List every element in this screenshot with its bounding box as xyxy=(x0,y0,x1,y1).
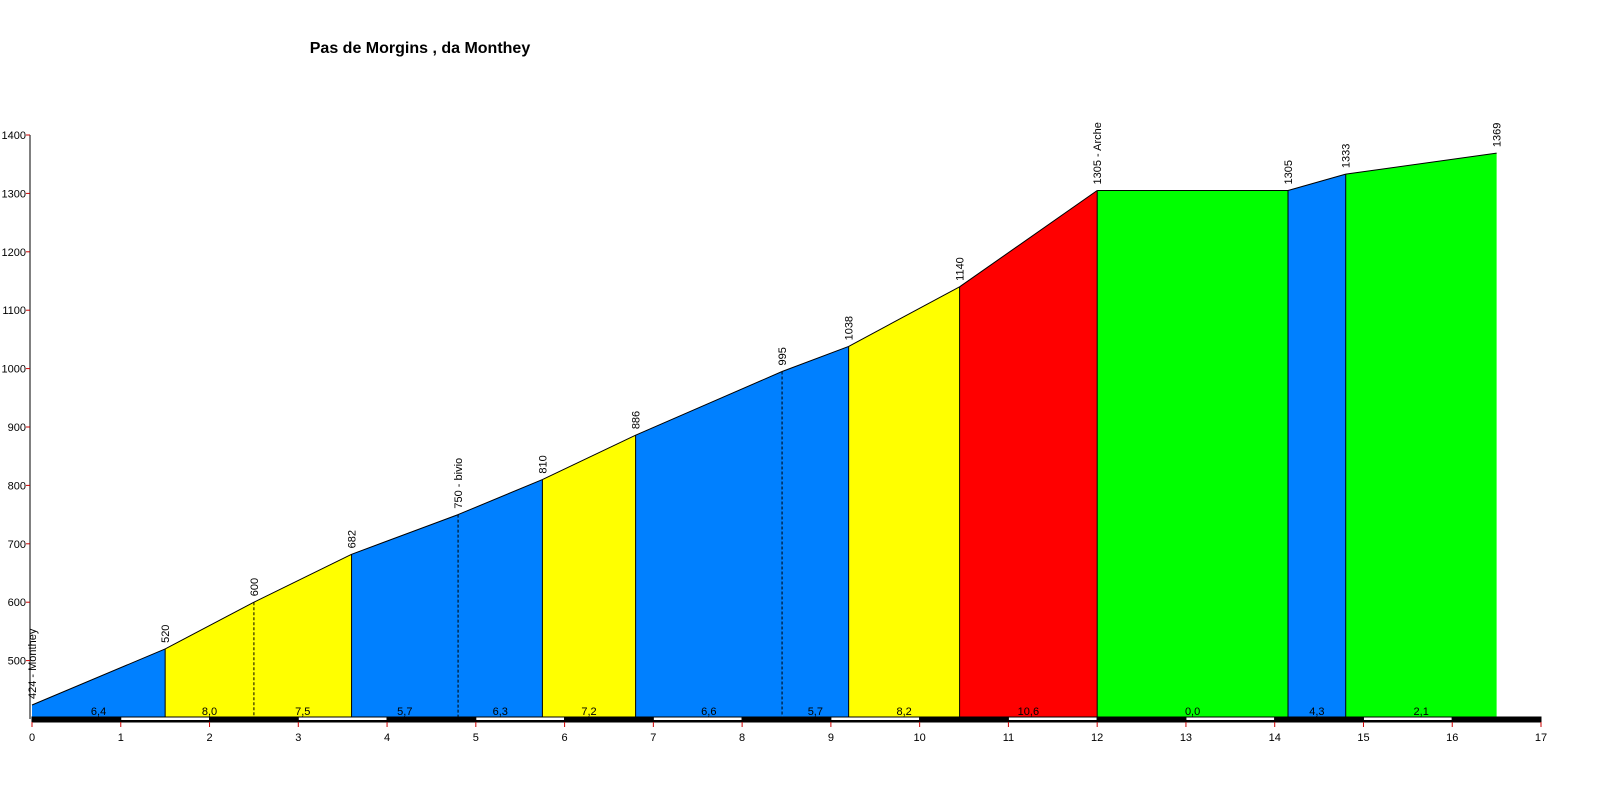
x-tick-label: 0 xyxy=(29,732,35,744)
x-tick-label: 11 xyxy=(1003,732,1014,744)
gradient-label: 6,3 xyxy=(493,706,508,718)
profile-edge xyxy=(351,514,459,555)
x-tick-label: 1 xyxy=(118,732,124,744)
gradient-label: 10,6 xyxy=(1018,706,1039,718)
segment-area xyxy=(351,514,459,719)
profile-edge xyxy=(457,479,543,516)
x-tick-label: 4 xyxy=(384,732,390,744)
elevation-label: 810 xyxy=(537,455,549,473)
elevation-label: 750 - bivio xyxy=(453,458,465,509)
segment-area xyxy=(1345,153,1497,719)
elevation-label: 1305 xyxy=(1283,160,1295,184)
segment-area xyxy=(635,371,783,719)
gradient-label: 0,0 xyxy=(1185,706,1200,718)
x-tick-label: 9 xyxy=(828,732,834,744)
x-tick-label: 8 xyxy=(739,732,745,744)
segment-area xyxy=(542,435,636,719)
elevation-label: 1038 xyxy=(844,316,856,340)
profile-edge xyxy=(542,434,636,481)
elevation-label: 1369 xyxy=(1492,123,1504,147)
y-tick-label: 600 xyxy=(8,597,26,609)
x-tick-label: 7 xyxy=(650,732,656,744)
x-tick-label: 2 xyxy=(206,732,212,744)
elevation-label: 424 - Monthey xyxy=(27,628,39,699)
y-tick-label: 500 xyxy=(8,656,26,668)
gradient-label: 7,2 xyxy=(581,706,596,718)
elevation-label: 682 xyxy=(347,530,359,548)
y-tick-label: 1400 xyxy=(2,130,26,142)
elevation-label: 1333 xyxy=(1341,144,1353,168)
y-tick-label: 800 xyxy=(8,480,26,492)
profile-edge xyxy=(781,345,849,372)
segment-area xyxy=(165,602,254,719)
x-tick-label: 13 xyxy=(1180,732,1192,744)
segment-area xyxy=(253,554,352,719)
gradient-label: 2,1 xyxy=(1414,706,1429,718)
gradient-label: 8,2 xyxy=(896,706,911,718)
y-tick-label: 1000 xyxy=(2,364,26,376)
segment-area xyxy=(1288,174,1346,720)
y-tick-label: 700 xyxy=(8,539,26,551)
elevation-label: 995 xyxy=(777,347,789,365)
gradient-label: 4,3 xyxy=(1309,706,1324,718)
x-tick-label: 12 xyxy=(1091,732,1103,744)
x-tick-label: 17 xyxy=(1535,732,1547,744)
elevation-label: 520 xyxy=(160,625,172,643)
profile-edge xyxy=(1287,173,1346,191)
elevation-label: 1140 xyxy=(955,257,967,281)
profile-edge xyxy=(635,371,783,436)
chart-title: Pas de Morgins , da Monthey xyxy=(310,40,531,57)
profile-edge xyxy=(959,190,1098,288)
x-tick-label: 14 xyxy=(1269,732,1281,744)
profile-edge xyxy=(1345,152,1497,175)
x-tick-label: 6 xyxy=(562,732,568,744)
y-tick-label: 1100 xyxy=(2,305,26,317)
x-tick-label: 10 xyxy=(914,732,926,744)
elevation-label: 600 xyxy=(249,578,261,596)
segment-area xyxy=(848,286,960,719)
profile-edge xyxy=(31,648,166,706)
gradient-label: 6,4 xyxy=(91,706,106,718)
elevation-label: 1305 - Arche xyxy=(1092,122,1104,184)
y-tick-label: 1200 xyxy=(2,247,26,259)
y-tick-label: 900 xyxy=(8,422,26,434)
x-tick-label: 3 xyxy=(295,732,301,744)
segment-area xyxy=(959,190,1098,720)
profile-edge xyxy=(848,286,960,347)
profile-edge xyxy=(253,553,352,603)
gradient-label: 8,0 xyxy=(202,706,217,718)
y-tick-label: 1300 xyxy=(2,188,26,200)
segment-area xyxy=(458,479,543,719)
segment-area xyxy=(782,346,849,719)
gradient-label: 5,7 xyxy=(397,706,412,718)
x-tick-label: 15 xyxy=(1357,732,1369,744)
segment-area xyxy=(32,648,166,719)
x-tick-label: 5 xyxy=(473,732,479,744)
profile-edge xyxy=(164,601,255,650)
elevation-label: 886 xyxy=(631,411,643,429)
segment-area xyxy=(1097,190,1289,720)
gradient-label: 5,7 xyxy=(808,706,823,718)
gradient-label: 6,6 xyxy=(701,706,716,718)
x-tick-label: 16 xyxy=(1446,732,1458,744)
gradient-label: 7,5 xyxy=(295,706,310,718)
